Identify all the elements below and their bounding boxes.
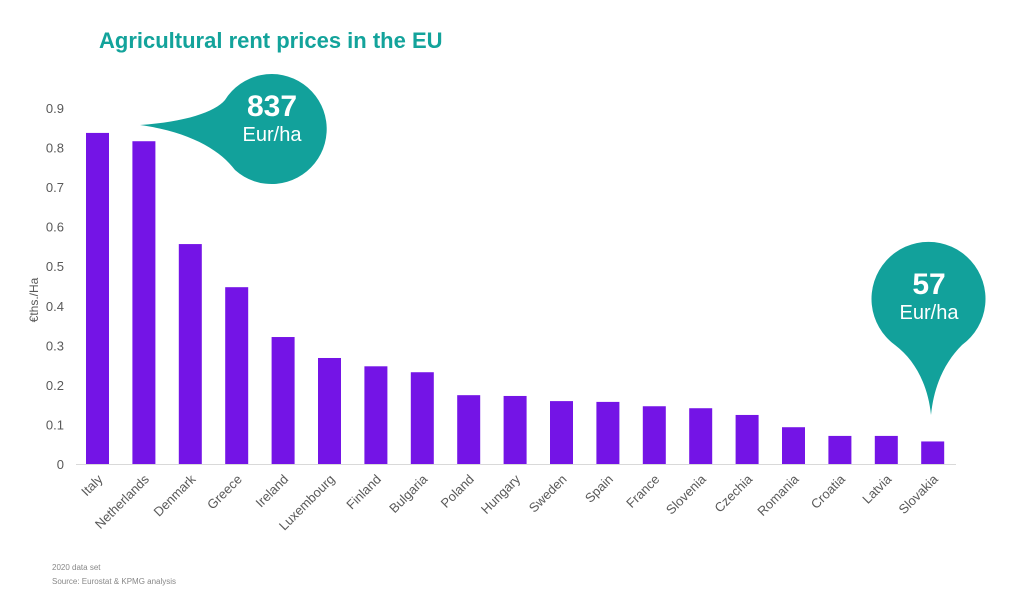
- x-tick-label: Latvia: [859, 471, 895, 507]
- bar-romania: [782, 427, 805, 464]
- x-tick-label: Denmark: [151, 471, 199, 519]
- y-tick-label: 0.4: [46, 299, 64, 314]
- bar-denmark: [178, 244, 202, 464]
- bar-italy: [86, 132, 109, 465]
- x-tick-label: Croatia: [808, 471, 849, 512]
- callout-slovakia-bubble: [871, 241, 986, 415]
- y-tick-label: 0.7: [46, 180, 64, 195]
- y-tick-label: 0.1: [46, 417, 64, 432]
- callout-italy: 837 Eur/ha: [217, 90, 327, 147]
- bar-france: [642, 406, 666, 464]
- callout-slovakia-unit: Eur/ha: [899, 302, 959, 324]
- x-tick-label: Italy: [78, 471, 106, 499]
- callout-slovakia: 57 Eur/ha: [874, 268, 984, 325]
- bar-slovakia: [921, 441, 945, 464]
- bar-luxembourg: [318, 357, 341, 464]
- x-tick-label: Finland: [343, 472, 384, 513]
- callout-slovakia-value: 57: [912, 268, 946, 301]
- bar-croatia: [828, 435, 852, 464]
- callout-italy-bubble: [140, 74, 327, 185]
- y-tick-label: 0.3: [46, 338, 64, 353]
- bar-hungary: [503, 395, 527, 464]
- y-tick-label: 0.8: [46, 141, 64, 156]
- x-tick-label: Romania: [754, 471, 802, 519]
- x-tick-label: Czechia: [711, 471, 755, 515]
- bar-slovenia: [689, 408, 713, 464]
- bar-spain: [596, 401, 620, 464]
- bar-sweden: [550, 401, 573, 464]
- bar-latvia: [874, 435, 898, 464]
- x-tick-label: Spain: [582, 472, 616, 506]
- dataset-note: 2020 data set: [52, 563, 101, 572]
- x-tick-label: France: [623, 472, 662, 511]
- x-tick-label: Ireland: [253, 472, 292, 511]
- y-tick-label: 0.5: [46, 259, 64, 274]
- bar-finland: [364, 366, 388, 464]
- callout-italy-unit: Eur/ha: [242, 124, 302, 146]
- chart-title: Agricultural rent prices in the EU: [99, 28, 443, 53]
- y-tick-label: 0.6: [46, 220, 64, 235]
- y-tick-label: 0.2: [46, 378, 64, 393]
- x-tick-label: Hungary: [478, 471, 524, 517]
- bar-bulgaria: [410, 372, 434, 464]
- source-note: Source: Eurostat & KPMG analysis: [52, 577, 177, 586]
- x-tick-label: Poland: [438, 472, 477, 511]
- bar-czechia: [735, 414, 759, 464]
- bar-poland: [457, 395, 481, 464]
- y-axis-label: €ths./Ha: [27, 277, 41, 322]
- y-tick-label: 0: [57, 457, 64, 472]
- x-tick-label: Slovakia: [895, 471, 941, 517]
- bar-greece: [225, 287, 249, 464]
- y-tick-label: 0.9: [46, 101, 64, 116]
- callout-italy-value: 837: [246, 90, 298, 123]
- bar-netherlands: [132, 141, 156, 464]
- x-tick-label: Slovenia: [663, 471, 709, 517]
- x-tick-label: Bulgaria: [386, 471, 431, 516]
- bar-ireland: [271, 337, 295, 464]
- x-tick-label: Sweden: [526, 472, 570, 516]
- x-tick-label: Greece: [204, 472, 245, 513]
